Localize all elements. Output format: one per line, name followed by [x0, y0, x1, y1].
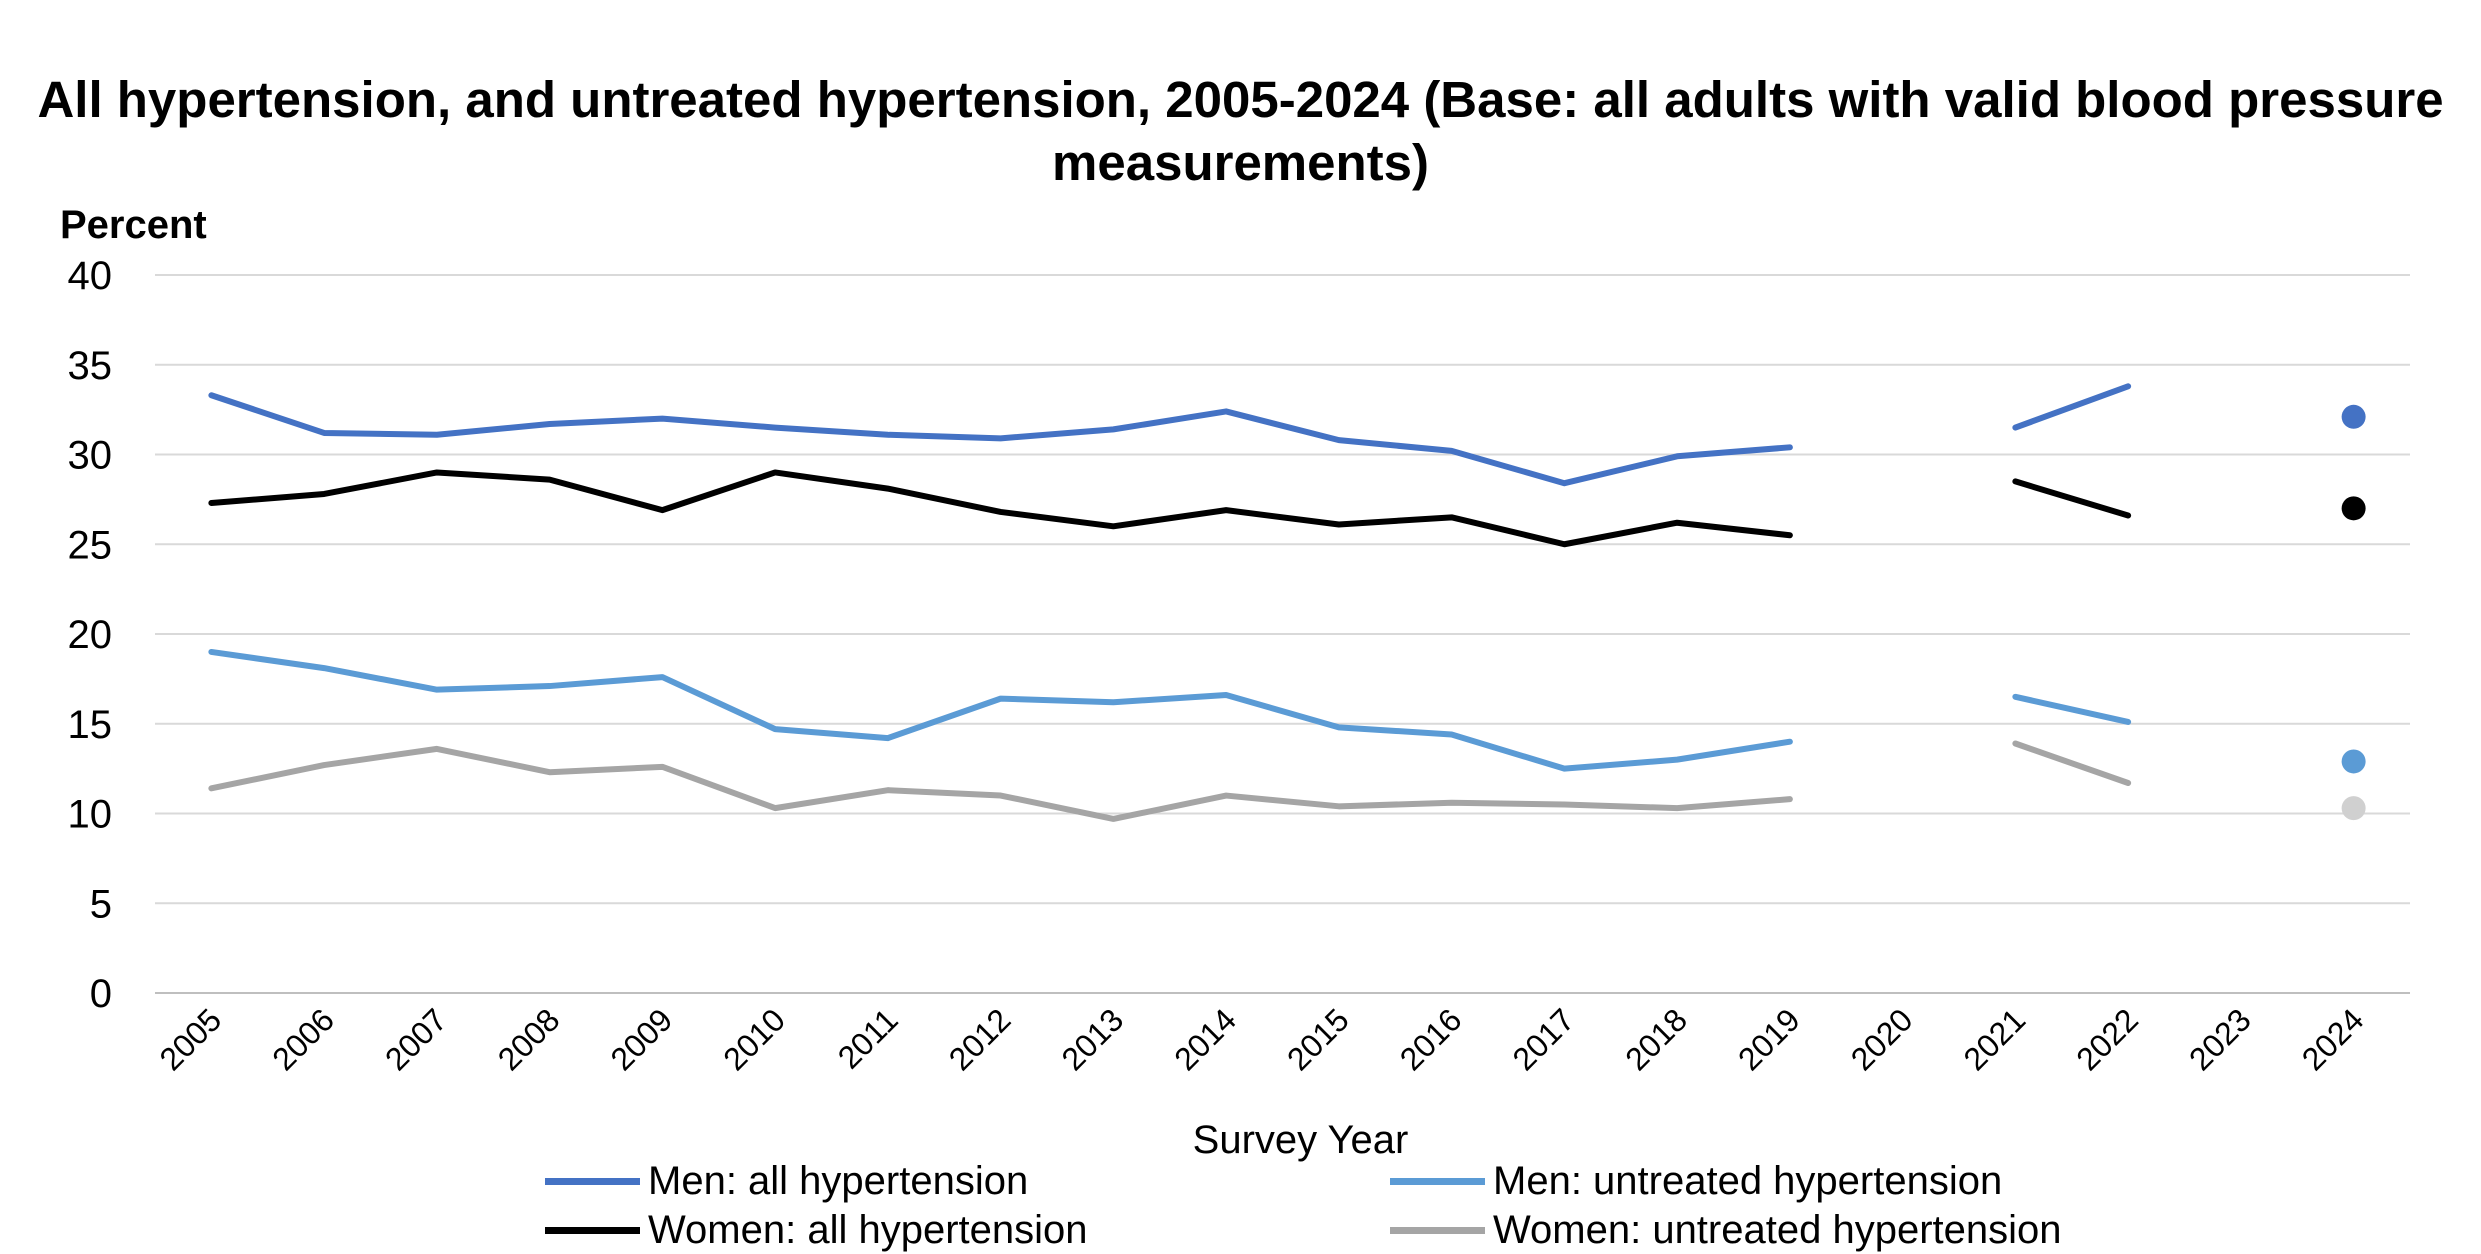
y-tick-label: 5	[90, 882, 112, 926]
data-point	[2341, 796, 2366, 821]
legend-swatch	[1390, 1177, 1485, 1185]
series-line	[2012, 740, 2132, 786]
legend-swatch	[1390, 1226, 1485, 1234]
x-tick-label: 2022	[2069, 1001, 2145, 1077]
x-tick-label: 2021	[1957, 1001, 2033, 1077]
y-tick-label: 30	[68, 434, 113, 478]
series-line	[208, 469, 1793, 548]
x-tick-label: 2012	[942, 1001, 1018, 1077]
y-tick-label: 20	[68, 613, 113, 657]
series-line	[208, 745, 1793, 822]
x-tick-label: 2018	[1618, 1001, 1694, 1077]
x-tick-label: 2011	[831, 1001, 905, 1075]
x-tick-label: 2008	[491, 1001, 567, 1077]
x-tick-label: 2024	[2295, 1001, 2371, 1077]
y-axis-label: Percent	[60, 203, 207, 247]
x-tick-label: 2013	[1055, 1001, 1131, 1077]
y-tick-label: 25	[68, 523, 113, 567]
x-tick-labels: 2005 2006 2007 2008 2009 2010 2011 2012 2013 2014…	[153, 1001, 2371, 1077]
y-tick-label: 40	[68, 254, 113, 298]
series-lines	[208, 383, 2366, 822]
x-tick-label: 2015	[1280, 1001, 1356, 1077]
data-point	[2341, 496, 2366, 521]
legend-item-men-untreated: Men: untreated hypertension	[1390, 1157, 2002, 1205]
x-tick-label: 2020	[1844, 1001, 1920, 1077]
legend-swatch	[545, 1177, 640, 1185]
legend-label: Women: all hypertension	[648, 1208, 1088, 1252]
legend-item-men-all: Men: all hypertension	[545, 1157, 1028, 1205]
y-tick-label: 10	[68, 793, 113, 837]
series-line	[208, 392, 1793, 487]
y-tick-label: 35	[68, 344, 113, 388]
chart-title: All hypertension, and untreated hyperten…	[37, 71, 2444, 191]
x-tick-label: 2023	[2182, 1001, 2258, 1077]
x-tick-label: 2016	[1393, 1001, 1469, 1077]
series-men-all-hypertension	[208, 383, 2366, 487]
series-line	[2012, 693, 2132, 725]
x-tick-label: 2010	[716, 1001, 792, 1077]
gridlines	[155, 274, 2410, 994]
series-line	[2012, 478, 2132, 519]
data-point	[2341, 749, 2366, 774]
series-men-untreated-hypertension	[208, 648, 2366, 774]
legend-label: Men: all hypertension	[648, 1159, 1029, 1203]
series-line	[2012, 383, 2132, 431]
x-axis-title: Survey Year	[1192, 1118, 1409, 1162]
y-tick-label: 0	[90, 972, 112, 1016]
data-point	[2341, 404, 2366, 429]
legend-label: Women: untreated hypertension	[1493, 1208, 2062, 1252]
series-line	[208, 648, 1793, 772]
series-women-all-hypertension	[208, 469, 2366, 548]
legend-swatch	[545, 1226, 640, 1234]
x-tick-label: 2009	[604, 1001, 680, 1077]
y-tick-labels: 0 5 10 15 20 25 30 35 40	[68, 254, 113, 1016]
series-women-untreated-hypertension	[208, 740, 2366, 822]
x-tick-label: 2017	[1506, 1001, 1582, 1077]
x-tick-label: 2014	[1167, 1001, 1243, 1077]
x-tick-label: 2019	[1731, 1001, 1807, 1077]
x-tick-label: 2005	[153, 1001, 229, 1077]
legend-label: Men: untreated hypertension	[1493, 1159, 2003, 1203]
x-tick-label: 2007	[378, 1001, 454, 1077]
x-tick-label: 2006	[265, 1001, 341, 1077]
legend-item-women-all: Women: all hypertension	[545, 1206, 1088, 1254]
y-tick-label: 15	[68, 703, 113, 747]
legend-item-women-untreated: Women: untreated hypertension	[1390, 1206, 2062, 1254]
